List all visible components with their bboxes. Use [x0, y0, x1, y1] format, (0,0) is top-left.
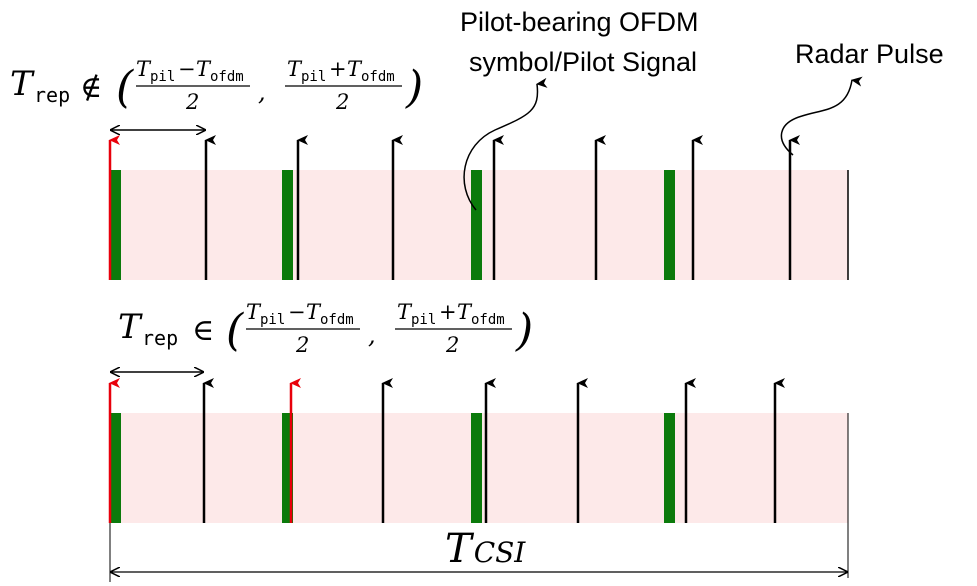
bottom-pilot-4: [664, 413, 675, 523]
svg-text:T: T: [196, 57, 212, 81]
svg-text:+: +: [439, 300, 457, 324]
svg-text:2: 2: [335, 90, 349, 114]
svg-text:rep: rep: [142, 326, 178, 350]
svg-text:ofdm: ofdm: [361, 69, 395, 85]
svg-text:2: 2: [445, 333, 459, 357]
svg-text:−: −: [178, 57, 196, 81]
svg-text:): ): [405, 62, 423, 113]
top-pilot-4: [664, 170, 675, 280]
radar-callout-label: Radar Pulse: [795, 39, 944, 69]
svg-text:T: T: [306, 300, 322, 324]
svg-text:∉: ∉: [80, 70, 102, 105]
top-pilot-2: [282, 170, 293, 280]
svg-text:,: ,: [258, 78, 266, 106]
svg-text:T: T: [136, 57, 152, 81]
svg-text:ofdm: ofdm: [210, 69, 244, 85]
top-row: [108, 130, 849, 280]
pilot-callout-label: Pilot-bearing OFDM symbol/Pilot Signal: [460, 7, 706, 77]
svg-text:2: 2: [185, 90, 199, 114]
bottom-pilot-2: [282, 413, 293, 523]
svg-text:T: T: [246, 300, 262, 324]
svg-text:T: T: [118, 307, 143, 347]
top-pilot-1: [110, 170, 121, 280]
svg-text:pil: pil: [411, 312, 436, 328]
svg-text:): ): [515, 305, 533, 356]
svg-text:,: ,: [368, 321, 376, 349]
svg-text:ofdm: ofdm: [471, 312, 505, 328]
svg-text:T: T: [10, 64, 35, 104]
svg-text:∈: ∈: [192, 313, 214, 348]
bottom-rep-condition-formula: T rep ∈ ( T pil − T ofdm 2 , T pil + T o…: [118, 300, 533, 357]
svg-text:−: −: [288, 300, 306, 324]
svg-text:rep: rep: [34, 83, 70, 107]
top-pilot-3: [471, 170, 482, 280]
bottom-pilot-3: [471, 413, 482, 523]
top-rep-condition-formula: T rep ∉ ( T pil − T ofdm 2 , T pil + T o…: [10, 57, 423, 114]
svg-text:T: T: [287, 57, 303, 81]
svg-text:T: T: [397, 300, 413, 324]
svg-text:+: +: [329, 57, 347, 81]
svg-text:(: (: [226, 305, 244, 356]
svg-text:2: 2: [295, 333, 309, 357]
radar-callout-line: [780, 76, 863, 156]
svg-text:ofdm: ofdm: [320, 312, 354, 328]
svg-text:T: T: [347, 57, 363, 81]
pilot-callout-line: [463, 77, 548, 211]
bottom-pilot-1: [110, 413, 121, 523]
svg-text:pil: pil: [301, 69, 326, 85]
svg-text:T: T: [457, 300, 473, 324]
svg-text:pil: pil: [150, 69, 175, 85]
svg-text:(: (: [116, 62, 134, 113]
svg-text:pil: pil: [260, 312, 285, 328]
tcsi-label: TCSI: [445, 526, 526, 572]
bottom-row: [108, 372, 849, 582]
